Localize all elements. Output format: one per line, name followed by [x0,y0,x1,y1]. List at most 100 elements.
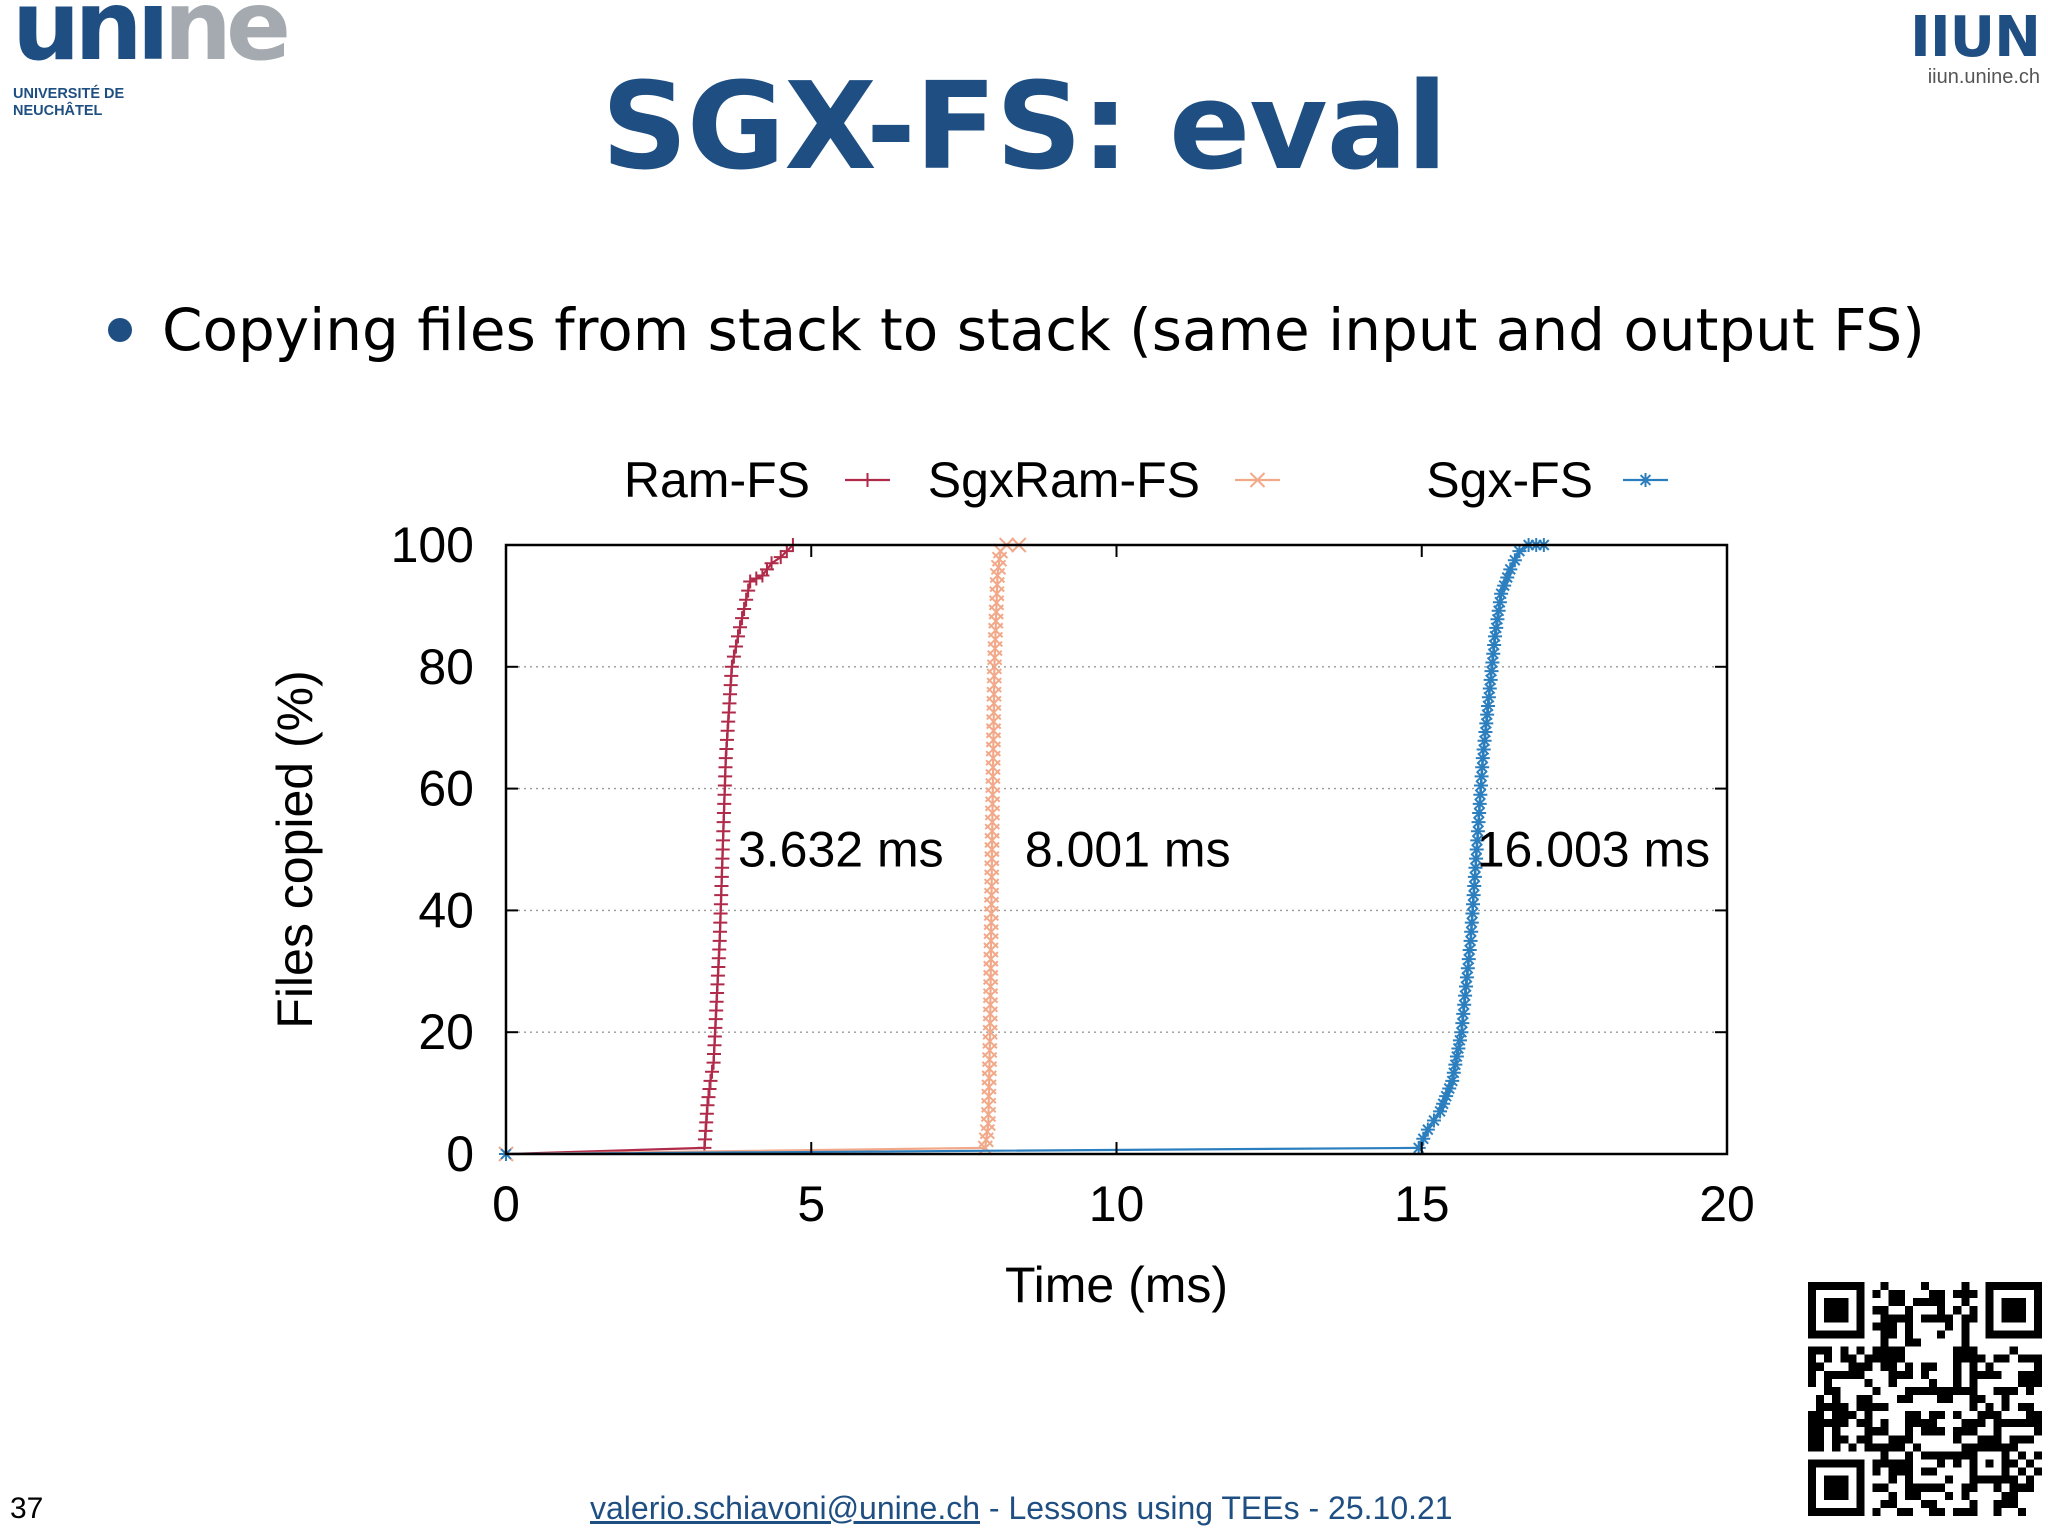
series-point [1487,638,1502,653]
series-point [1512,544,1527,559]
annotation-label: 16.003 ms [1477,822,1710,878]
legend-label: SgxRam-FS [928,452,1200,508]
series-point [1485,655,1500,670]
series-point [726,649,741,664]
unine-logo-subtitle: UNIVERSITÉ DE NEUCHÂTEL [13,86,124,120]
series-point [1426,1113,1441,1128]
series-point [1467,879,1482,894]
footer-rest: - Lessons using TEEs - 25.10.21 [980,1490,1453,1526]
y-tick-label: 0 [446,1126,474,1182]
x-tick-label: 5 [797,1176,825,1232]
series-point [1452,1033,1467,1048]
series-point [1472,796,1487,811]
legend-item-ram-fs: Ram-FS [624,452,890,508]
series-point [1466,897,1481,912]
annotation-label: 3.632 ms [738,822,944,878]
series-point [741,583,756,598]
unine-logo-sub-line2: NEUCHÂTEL [13,103,103,119]
annotation-label: 8.001 ms [1025,822,1231,878]
series-point [1465,906,1480,921]
y-tick-label: 80 [418,639,474,695]
iiun-logo-wordmark: IIUN [1909,5,2041,70]
series-point [1476,742,1491,757]
series-point [1469,851,1484,866]
series-point [1482,681,1497,696]
chart-axes: 0 5 10 15 20 0 20 40 60 80 100 Time (ms) Files copie… [267,517,1755,1313]
y-tick-label: 60 [418,761,474,817]
series-point [1492,595,1507,610]
series-point [1481,698,1496,713]
legend-label: Ram-FS [624,452,810,508]
x-tick-label: 10 [1089,1176,1145,1232]
series-point [700,1098,715,1113]
series-point [1449,1049,1464,1064]
series-point [1491,603,1506,618]
series-point [1471,815,1486,830]
footer-text: valerio.schiavoni@unine.ch - Lessons usi… [590,1490,1453,1527]
unine-logo: unine UNIVERSITÉ DE NEUCHÂTEL [10,0,291,130]
slide-number: 37 [10,1492,44,1525]
series-point [779,544,794,559]
series-point [1475,751,1490,766]
series-point [743,574,758,589]
series-point [1483,672,1498,687]
y-tick-label: 20 [418,1004,474,1060]
legend-marker [1249,472,1266,488]
bullet-text: Copying files from stack to stack (same … [162,296,1925,364]
series-point [1456,1006,1471,1021]
series-point [1470,824,1485,839]
series-point [702,1082,717,1097]
series-point [1507,553,1522,568]
series-point [703,1073,718,1088]
series-point [1457,997,1472,1012]
chart-legend: Ram-FS SgxRam-FS Sgx-FS [624,452,1668,508]
series-point [1448,1057,1463,1072]
series-point [1481,690,1496,705]
series-point [1484,664,1499,679]
series-point [1480,707,1495,722]
series-sgxram-fs [498,537,1027,1162]
bullet-dot-icon [108,317,132,342]
series-point [1460,961,1475,976]
series-point [1503,562,1518,577]
series-point [1490,612,1505,627]
y-axis-label: Files copied (%) [267,670,323,1028]
series-point [1442,1081,1457,1096]
footer-email-link[interactable]: valerio.schiavoni@unine.ch [590,1490,981,1526]
chart-plot-area [498,537,1551,1162]
series-point [1468,860,1483,875]
legend-marker [1638,473,1653,487]
series-point [1436,1096,1451,1111]
series-point [1445,1073,1460,1088]
x-tick-label: 20 [1699,1176,1755,1232]
series-point [737,601,752,616]
series-point [1500,570,1515,585]
series-point [705,1064,720,1079]
series-point [1467,869,1482,884]
series-point [1470,833,1485,848]
series-point [1416,1131,1431,1146]
legend-item-sgxram-fs: SgxRam-FS [928,452,1280,508]
series-point [1466,888,1481,903]
series-point [1472,805,1487,820]
qr-code-icon [1808,1282,2042,1516]
series-point [735,611,750,626]
y-tick-label: 40 [418,882,474,938]
series-point [739,592,754,607]
series-point [1463,933,1478,948]
series-point [764,556,779,571]
series-point [1469,842,1484,857]
legend-item-sgx-fs: Sgx-FS [1426,452,1668,508]
unine-logo-sub-line1: UNIVERSITÉ DE [13,86,125,102]
series-point [1411,1140,1426,1155]
series-point [1475,760,1490,775]
series-point [1451,1041,1466,1056]
series-point [749,571,764,586]
series-point [1433,1104,1448,1119]
series-point [1455,1016,1470,1031]
series-point [1454,1025,1469,1040]
series-point [1479,716,1494,731]
series-point [1489,620,1504,635]
series-point [1488,629,1503,644]
series-point [1497,578,1512,593]
